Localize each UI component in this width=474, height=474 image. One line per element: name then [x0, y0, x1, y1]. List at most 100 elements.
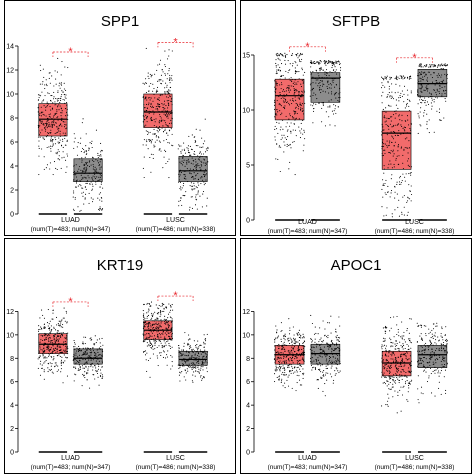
- data-point: [279, 352, 281, 354]
- data-point: [400, 147, 402, 149]
- data-point: [79, 349, 81, 352]
- data-point: [291, 346, 293, 348]
- data-point: [337, 358, 339, 360]
- data-point: [387, 400, 389, 402]
- data-point: [279, 370, 281, 372]
- data-point: [163, 318, 165, 320]
- data-point: [324, 354, 326, 356]
- data-point: [433, 355, 436, 357]
- data-point: [292, 348, 294, 350]
- data-point: [278, 54, 280, 56]
- data-point: [417, 103, 419, 105]
- data-point: [395, 340, 397, 342]
- y-tick-label: 12: [6, 68, 14, 75]
- data-point: [281, 344, 283, 346]
- data-point: [155, 340, 157, 342]
- data-point: [395, 361, 397, 363]
- data-point: [430, 357, 432, 359]
- data-point: [381, 148, 383, 150]
- data-point: [99, 354, 101, 356]
- data-point: [383, 145, 385, 147]
- data-point: [159, 311, 161, 313]
- data-point: [446, 63, 448, 66]
- data-point: [405, 173, 407, 175]
- data-point: [95, 183, 97, 185]
- data-point: [90, 352, 92, 354]
- data-point: [194, 165, 196, 168]
- data-point: [419, 111, 421, 113]
- data-point: [284, 105, 286, 107]
- data-point: [49, 106, 51, 108]
- data-point: [393, 374, 395, 376]
- data-point: [320, 66, 322, 68]
- data-point: [170, 306, 172, 308]
- data-point: [442, 360, 444, 362]
- data-point: [391, 95, 393, 97]
- data-point: [335, 353, 337, 355]
- data-point: [181, 187, 183, 189]
- data-point: [321, 76, 323, 79]
- data-point: [436, 322, 438, 324]
- data-point: [325, 61, 327, 63]
- data-point: [168, 158, 170, 160]
- data-point: [195, 351, 197, 353]
- data-point: [299, 98, 301, 100]
- data-point: [143, 126, 145, 128]
- data-point: [403, 126, 405, 128]
- data-point: [184, 174, 186, 176]
- data-point: [83, 336, 85, 338]
- data-point: [297, 348, 299, 350]
- tumor-box-luad: [273, 318, 306, 453]
- data-point: [283, 334, 285, 337]
- data-point: [431, 329, 433, 331]
- data-point: [402, 362, 404, 364]
- data-point: [292, 129, 294, 131]
- data-point: [289, 144, 291, 146]
- data-point: [427, 103, 430, 105]
- data-point: [318, 77, 320, 79]
- data-point: [39, 94, 41, 96]
- data-point: [432, 370, 434, 373]
- data-point: [89, 352, 91, 354]
- data-point: [77, 350, 80, 353]
- data-point: [434, 359, 436, 361]
- data-point: [178, 349, 180, 351]
- data-point: [320, 376, 322, 378]
- data-point: [280, 340, 282, 343]
- data-point: [162, 333, 164, 335]
- data-point: [425, 345, 427, 347]
- data-point: [90, 164, 92, 166]
- data-point: [442, 65, 444, 67]
- data-point: [59, 355, 61, 357]
- data-point: [436, 90, 438, 92]
- data-point: [142, 310, 144, 312]
- data-point: [41, 120, 43, 122]
- data-point: [37, 358, 39, 360]
- data-point: [296, 341, 298, 343]
- data-point: [57, 99, 59, 102]
- data-point: [74, 358, 76, 360]
- data-point: [337, 346, 339, 349]
- data-point: [382, 126, 384, 128]
- data-point: [329, 83, 331, 85]
- data-point: [63, 126, 65, 128]
- data-point: [395, 83, 397, 85]
- data-point: [292, 353, 294, 355]
- data-point: [184, 360, 186, 363]
- data-point: [153, 128, 155, 131]
- data-point: [85, 162, 87, 164]
- data-point: [298, 59, 301, 61]
- data-point: [46, 102, 48, 105]
- data-point: [154, 323, 156, 325]
- data-point: [81, 179, 83, 181]
- data-point: [381, 361, 383, 363]
- data-point: [293, 93, 295, 95]
- data-point: [385, 124, 387, 126]
- data-point: [295, 342, 297, 344]
- data-point: [383, 115, 386, 117]
- data-point: [289, 327, 291, 329]
- data-point: [290, 358, 292, 360]
- data-point: [419, 99, 421, 101]
- data-point: [284, 374, 286, 376]
- data-point: [292, 349, 294, 351]
